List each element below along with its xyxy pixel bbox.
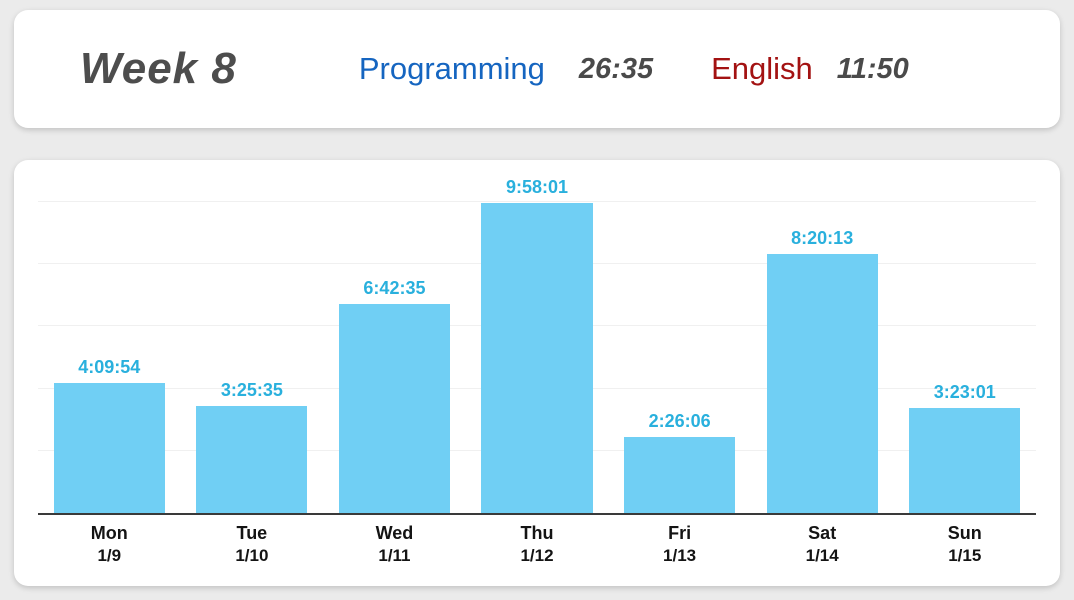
programming-total: 26:35	[578, 52, 654, 85]
bar	[766, 253, 878, 513]
x-axis-tick-label: Mon 1/9	[38, 521, 181, 568]
bar-value-label: 9:58:01	[506, 177, 569, 198]
date-label: 1/11	[378, 546, 411, 566]
bar	[481, 203, 593, 513]
day-label: Fri	[668, 523, 692, 543]
bar-column: 6:42:35	[323, 174, 466, 513]
bar-chart-plot-area: 4:09:54 3:25:35 6:42:35 9:58:01 2:26:06 8:20:…	[38, 174, 1036, 515]
programming-label: Programming	[358, 51, 545, 86]
week-title: Week 8	[80, 44, 237, 93]
date-label: 1/9	[97, 546, 122, 566]
x-axis-labels: Mon 1/9 Tue 1/10 Wed 1/11 Thu 1/12 Fri 1/13 Sat 1/1…	[38, 521, 1036, 568]
bar	[338, 304, 451, 513]
x-axis-tick-label: Wed 1/11	[323, 521, 466, 568]
x-axis-tick-label: Sat 1/14	[751, 521, 894, 568]
day-label: Mon	[90, 523, 128, 543]
date-label: 1/10	[235, 546, 269, 566]
date-label: 1/13	[663, 546, 697, 566]
date-label: 1/12	[520, 546, 554, 566]
date-label: 1/15	[948, 546, 982, 566]
bar	[624, 437, 736, 513]
x-axis-tick-label: Sun 1/15	[893, 521, 1036, 568]
bar-value-label: 4:09:54	[78, 357, 141, 378]
day-label: Sun	[947, 523, 982, 543]
day-label: Sat	[808, 523, 837, 543]
weekly-bar-chart-card: 4:09:54 3:25:35 6:42:35 9:58:01 2:26:06 8:20:…	[14, 160, 1060, 586]
day-label: Tue	[236, 523, 268, 543]
english-label: English	[711, 51, 813, 86]
bar-columns: 4:09:54 3:25:35 6:42:35 9:58:01 2:26:06 8:20:…	[38, 174, 1036, 513]
bar-column: 4:09:54	[38, 174, 181, 513]
bar-column: 3:25:35	[181, 174, 324, 513]
bar	[53, 383, 165, 513]
gridline	[38, 201, 1036, 202]
x-axis-tick-label: Fri 1/13	[608, 521, 751, 568]
summary-card: Week 8 Programming 26:35 English 11:50	[14, 10, 1060, 128]
day-label: Wed	[375, 523, 414, 543]
bar-value-label: 8:20:13	[791, 227, 854, 248]
english-total: 11:50	[836, 52, 909, 85]
bar-value-label: 3:25:35	[220, 380, 283, 401]
bar-value-label: 2:26:06	[648, 411, 711, 432]
date-label: 1/14	[805, 546, 839, 566]
bar-column: 3:23:01	[893, 174, 1036, 513]
bar	[909, 407, 1021, 513]
x-axis-tick-label: Tue 1/10	[181, 521, 324, 568]
day-label: Thu	[520, 523, 554, 543]
bar-column: 9:58:01	[466, 174, 609, 513]
x-axis-tick-label: Thu 1/12	[466, 521, 609, 568]
bar-column: 8:20:13	[751, 174, 894, 513]
bar-column: 2:26:06	[608, 174, 751, 513]
bar-value-label: 6:42:35	[363, 278, 426, 299]
bar	[196, 406, 308, 513]
bar-value-label: 3:23:01	[933, 381, 996, 402]
